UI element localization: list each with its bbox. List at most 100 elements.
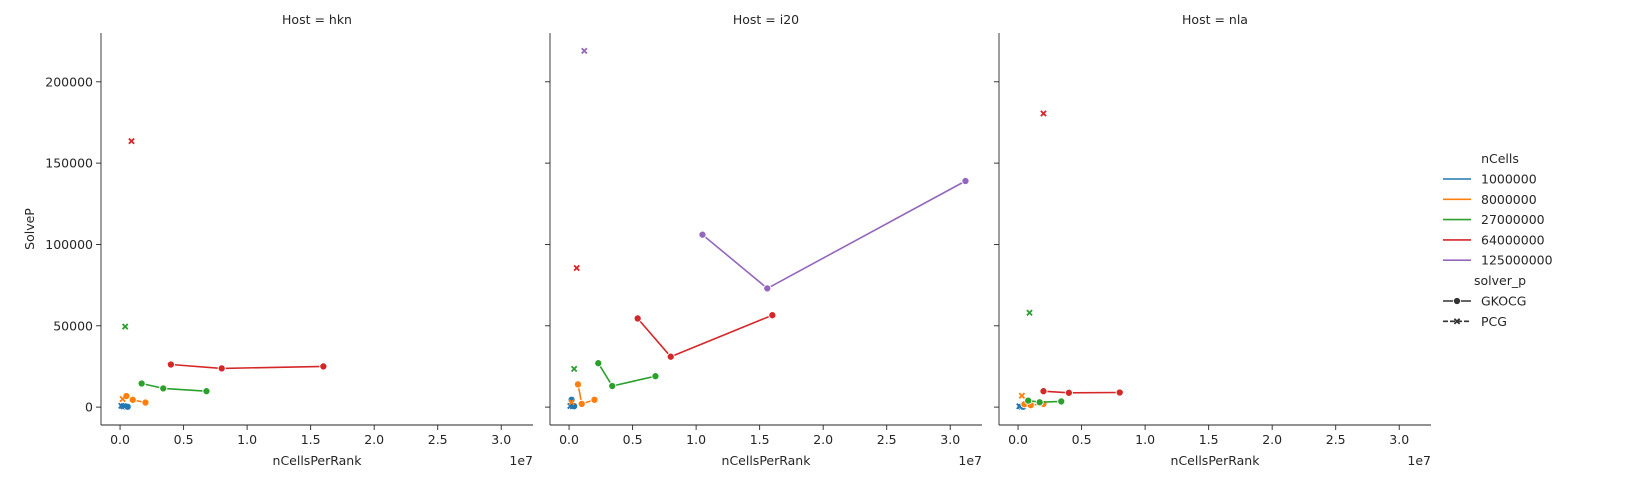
series-line (141, 382, 207, 392)
series-line (170, 363, 324, 370)
legend-marker-gkocg (1452, 296, 1462, 306)
series-line (1043, 390, 1120, 394)
series-8000000-gkocg (122, 391, 150, 407)
series-8000000-pcg (119, 395, 126, 403)
data-point (570, 365, 578, 373)
x-axis-label: nCellsPerRank (722, 453, 812, 468)
series-64000000-gkocg (166, 360, 328, 373)
x-tick-label: 1.0 (686, 432, 706, 447)
x-tick-label: 0.0 (1008, 432, 1028, 447)
x-axis-offset-label: 1e7 (1407, 453, 1431, 468)
series-8000000-gkocg (573, 380, 599, 408)
y-tick-label: 50000 (53, 318, 93, 333)
data-point (698, 230, 707, 239)
data-point (121, 323, 129, 330)
data-point (651, 372, 660, 381)
x-tick-label: 0.5 (174, 432, 194, 447)
x-tick-label: 0.0 (559, 432, 579, 447)
legend-label-8000000: 8000000 (1481, 192, 1537, 207)
x-tick-label: 2.5 (428, 432, 448, 447)
data-point (119, 395, 126, 403)
data-point (568, 398, 575, 406)
y-tick-label: 200000 (45, 74, 93, 89)
legend-label-1000000: 1000000 (1481, 172, 1537, 187)
facet-panel-1: Host = i20 0.0 0.5 1.0 1.5 2.0 2.5 3.0 nCellsPer… (545, 12, 982, 468)
data-point (202, 387, 211, 396)
series-line (597, 362, 656, 387)
data-point (1026, 309, 1033, 317)
series-27000000-pcg (121, 323, 129, 330)
y-tick-label: 0 (85, 400, 93, 415)
series-64000000-pcg (1040, 110, 1047, 117)
series-64000000-gkocg (633, 311, 777, 361)
series-125000000-pcg (581, 47, 588, 55)
x-tick-label: 2.5 (1326, 432, 1346, 447)
series-27000000-pcg (570, 365, 578, 373)
x-tick-label: 3.0 (940, 432, 960, 447)
x-tick-label: 0.0 (110, 432, 130, 447)
x-tick-label: 2.0 (364, 432, 384, 447)
data-point (128, 137, 135, 145)
data-point (1024, 396, 1033, 405)
x-tick-label: 1.0 (237, 432, 257, 447)
facet-panel-2: Host = nla 0.0 0.5 1.0 1.5 2.0 2.5 3.0 nCellsPer… (994, 12, 1431, 468)
data-point (1040, 110, 1047, 117)
data-point (768, 311, 777, 320)
x-tick-label: 1.5 (301, 432, 321, 447)
x-tick-label: 0.5 (1072, 432, 1092, 447)
x-tick-label: 3.0 (1389, 432, 1409, 447)
data-point (569, 403, 577, 410)
series-27000000-gkocg (1024, 396, 1066, 407)
legend-marker-pcg (1453, 318, 1461, 325)
y-tick-label: 150000 (45, 156, 93, 171)
series-64000000-pcg (128, 137, 135, 145)
legend-style-label-pcg: PCG (1481, 314, 1507, 329)
series-1000000-pcg (118, 402, 128, 410)
legend-label-125000000: 125000000 (1481, 253, 1553, 268)
x-tick-label: 2.5 (877, 432, 897, 447)
x-tick-label: 0.5 (623, 432, 643, 447)
data-point (633, 314, 642, 323)
series-64000000-pcg (573, 264, 580, 272)
facet-title: Host = nla (1182, 12, 1248, 27)
series-27000000-gkocg (137, 379, 211, 396)
data-point (141, 398, 150, 407)
data-point (1018, 392, 1026, 399)
x-tick-label: 2.0 (1262, 432, 1282, 447)
legend-style-label-gkocg: GKOCG (1481, 294, 1526, 309)
y-tick-label: 100000 (45, 237, 93, 252)
x-tick-label: 1.0 (1135, 432, 1155, 447)
legend: nCells 1000000 8000000 27000000 64000000 1250… (1443, 151, 1553, 329)
legend-label-27000000: 27000000 (1481, 212, 1545, 227)
series-64000000-gkocg (1039, 387, 1124, 397)
data-point (608, 381, 617, 391)
x-tick-label: 1.5 (750, 432, 770, 447)
data-point (573, 264, 580, 272)
data-point (1064, 388, 1073, 397)
legend-style-title: solver_p (1474, 273, 1526, 288)
data-point (577, 399, 586, 408)
x-axis-offset-label: 1e7 (509, 453, 533, 468)
series-27000000-pcg (1026, 309, 1033, 317)
data-point (763, 284, 772, 293)
data-point (217, 364, 226, 373)
x-axis-offset-label: 1e7 (958, 453, 982, 468)
facet-title: Host = hkn (282, 12, 352, 27)
series-8000000-pcg (1018, 392, 1026, 399)
series-line (701, 180, 966, 290)
data-point (666, 352, 675, 361)
data-point (159, 384, 168, 393)
legend-hue-title: nCells (1481, 151, 1519, 166)
data-point (1115, 388, 1124, 397)
data-point (961, 176, 970, 186)
legend-label-64000000: 64000000 (1481, 232, 1545, 247)
data-point (120, 402, 128, 410)
series-line (637, 314, 773, 358)
data-point (573, 380, 583, 389)
data-point (128, 395, 137, 404)
x-tick-label: 2.0 (813, 432, 833, 447)
data-point (590, 395, 599, 404)
data-point (1035, 398, 1044, 407)
data-point (319, 362, 328, 371)
